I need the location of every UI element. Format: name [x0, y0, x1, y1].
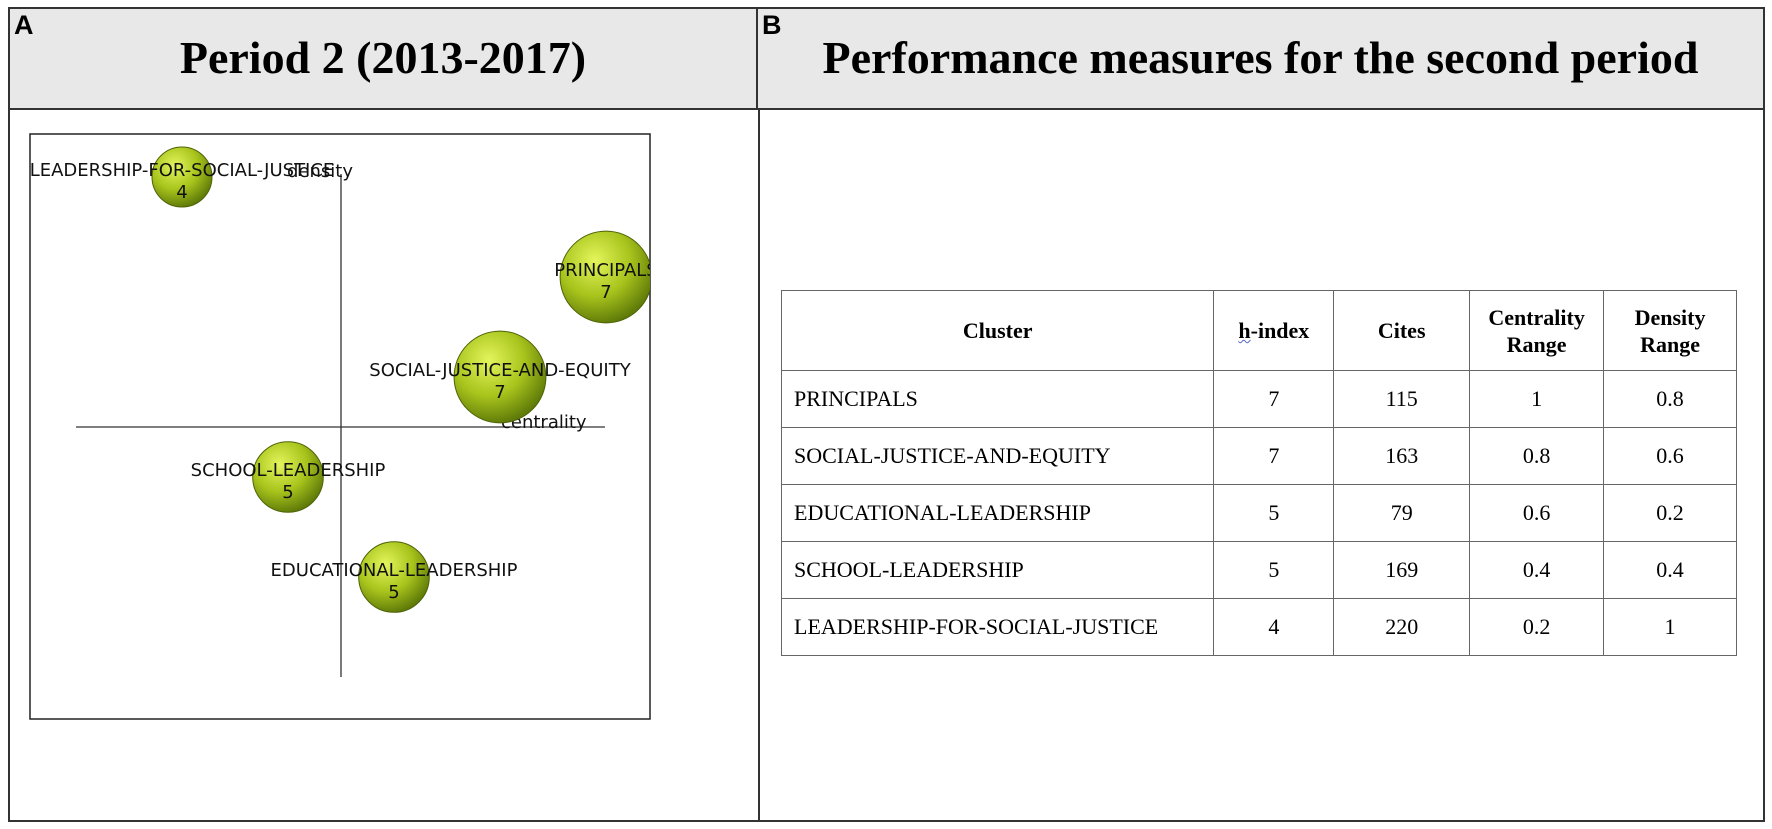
- bubble-circle: [252, 441, 324, 513]
- cell-centrality: 1: [1469, 370, 1605, 428]
- table-row: EDUCATIONAL-LEADERSHIP 5 79 0.6 0.2: [780, 484, 1737, 542]
- bubble-value: 7: [494, 382, 505, 403]
- cell-centrality: 0.8: [1469, 427, 1605, 485]
- table-header-row: Cluster h-index Cites Centrality Range De…: [780, 290, 1737, 371]
- cell-cluster: SCHOOL-LEADERSHIP: [780, 541, 1215, 599]
- table-row: SOCIAL-JUSTICE-AND-EQUITY 7 163 0.8 0.6: [780, 427, 1737, 485]
- cell-h-index: 5: [1213, 484, 1335, 542]
- header-h-index: h-index: [1213, 290, 1335, 371]
- cell-centrality: 0.6: [1469, 484, 1605, 542]
- header-density-line2: Range: [1640, 331, 1700, 357]
- bubble-circle: [559, 230, 650, 324]
- cell-h-index: 4: [1213, 598, 1335, 656]
- bubble-circle: [453, 330, 547, 424]
- bubble-label: SOCIAL-JUSTICE-AND-EQUITY: [369, 360, 631, 381]
- cell-cites: 220: [1333, 598, 1471, 656]
- cell-density: 1: [1603, 598, 1737, 656]
- header-centrality-line1: Centrality: [1488, 304, 1585, 330]
- cell-cluster: EDUCATIONAL-LEADERSHIP: [780, 484, 1215, 542]
- header-h-prefix: h: [1238, 318, 1251, 343]
- table-row: PRINCIPALS 7 115 1 0.8: [780, 370, 1737, 428]
- strategic-diagram: density centrality LEADERSHIP-FOR-SOCIAL…: [29, 133, 657, 720]
- cell-cluster: PRINCIPALS: [780, 370, 1215, 428]
- cell-density: 0.6: [1603, 427, 1737, 485]
- cell-density: 0.4: [1603, 541, 1737, 599]
- panel-a-title: Period 2 (2013-2017): [179, 32, 587, 83]
- bubble-circle: [151, 146, 213, 208]
- plot-area: density centrality LEADERSHIP-FOR-SOCIAL…: [30, 146, 657, 677]
- table-row: SCHOOL-LEADERSHIP 5 169 0.4 0.4: [780, 541, 1737, 599]
- density-axis-label: density: [287, 161, 353, 182]
- header-density-range: Density Range: [1603, 290, 1737, 371]
- panel-a-header: A Period 2 (2013-2017): [10, 9, 758, 110]
- performance-table-panel: Cluster h-index Cites Centrality Range De…: [760, 112, 1763, 820]
- header-centrality-range: Centrality Range: [1469, 290, 1605, 371]
- panel-b-title: Performance measures for the second peri…: [822, 32, 1699, 83]
- header-cluster: Cluster: [780, 290, 1215, 371]
- cell-cites: 169: [1333, 541, 1471, 599]
- cell-cluster: SOCIAL-JUSTICE-AND-EQUITY: [780, 427, 1215, 485]
- panel-a-letter: A: [14, 10, 34, 40]
- header-h-rest: -index: [1250, 318, 1310, 343]
- cell-cluster: LEADERSHIP-FOR-SOCIAL-JUSTICE: [780, 598, 1215, 656]
- table-row: LEADERSHIP-FOR-SOCIAL-JUSTICE 4 220 0.2 …: [780, 598, 1737, 656]
- performance-table: Cluster h-index Cites Centrality Range De…: [780, 290, 1737, 656]
- cell-density: 0.8: [1603, 370, 1737, 428]
- bubble-label: LEADERSHIP-FOR-SOCIAL-JUSTICE: [30, 160, 335, 181]
- bubble-value: 5: [282, 482, 293, 503]
- panel-divider: [758, 110, 760, 820]
- strategic-diagram-panel: density centrality LEADERSHIP-FOR-SOCIAL…: [10, 112, 758, 820]
- cell-h-index: 7: [1213, 370, 1335, 428]
- bubble-circle: [358, 541, 430, 613]
- header-density-line1: Density: [1634, 304, 1706, 330]
- cell-h-index: 7: [1213, 427, 1335, 485]
- bubble-label: EDUCATIONAL-LEADERSHIP: [271, 560, 518, 581]
- bubble-label: PRINCIPALS: [554, 260, 657, 281]
- header-centrality-line2: Range: [1506, 331, 1567, 357]
- cell-centrality: 0.4: [1469, 541, 1605, 599]
- bubble-value: 5: [388, 582, 399, 603]
- bubble-label: SCHOOL-LEADERSHIP: [191, 460, 386, 481]
- bubble-value: 7: [600, 282, 611, 303]
- figure: A Period 2 (2013-2017) B Performance mea…: [8, 7, 1765, 822]
- cell-cites: 79: [1333, 484, 1471, 542]
- cell-cites: 163: [1333, 427, 1471, 485]
- panel-b-letter: B: [762, 10, 782, 40]
- header-cites: Cites: [1333, 290, 1471, 371]
- bubble-value: 4: [176, 182, 187, 203]
- cell-density: 0.2: [1603, 484, 1737, 542]
- panel-b-header: B Performance measures for the second pe…: [758, 9, 1763, 110]
- cell-cites: 115: [1333, 370, 1471, 428]
- cell-centrality: 0.2: [1469, 598, 1605, 656]
- cell-h-index: 5: [1213, 541, 1335, 599]
